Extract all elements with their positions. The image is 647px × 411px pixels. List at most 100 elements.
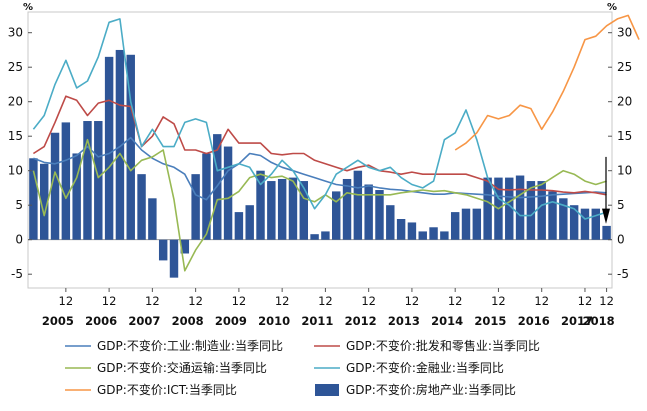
x-tick-label-month: 12 <box>275 294 290 308</box>
line-GDP:不变价:金融业:当季同比 <box>32 18 607 220</box>
x-tick-label-year: 2018 <box>583 314 615 328</box>
bar-realestate <box>591 208 600 240</box>
bar-realestate <box>29 158 38 240</box>
bar-realestate <box>450 212 460 240</box>
bar-realestate <box>61 122 71 240</box>
bar-realestate <box>602 225 611 240</box>
legend-entry: GDP:不变价:工业:制造业:当季同比 <box>97 338 283 353</box>
bar-realestate <box>569 205 579 240</box>
x-tick-label-year: 2013 <box>388 314 420 328</box>
bar-realestate <box>332 191 341 240</box>
y-tick-label-left: 5 <box>15 198 23 212</box>
bar-realestate <box>472 208 482 240</box>
x-tick-label-month: 12 <box>232 294 247 308</box>
bar-realestate <box>537 181 546 240</box>
x-tick-label-year: 2015 <box>474 314 506 328</box>
bar-realestate <box>115 49 125 240</box>
bar-realestate <box>548 191 557 240</box>
bar-realestate <box>440 231 449 240</box>
legend-entry: GDP:不变价:交通运输:当季同比 <box>97 360 267 375</box>
y-tick-label-left: 25 <box>8 60 23 74</box>
line-GDP:不变价:ICT:当季同比 <box>454 14 640 151</box>
y-tick-label-right: 25 <box>617 60 632 74</box>
bar-realestate <box>386 205 395 240</box>
axes: -5 -5 0 0 5 5 10 10 15 15 20 20 25 25 30 30% % 12 2005 12 20… <box>8 2 633 328</box>
x-tick-label-year: 2006 <box>85 314 117 328</box>
bar-realestate <box>580 208 590 240</box>
bar-realestate <box>559 198 568 240</box>
x-tick-label-month: 12 <box>599 294 614 308</box>
bar-realestate <box>234 212 244 240</box>
plot-frame <box>27 11 613 289</box>
x-tick-label-year: 2011 <box>301 314 333 328</box>
x-tick-label-month: 12 <box>578 294 593 308</box>
y-tick-label-right: 30 <box>617 26 632 40</box>
x-tick-label-month: 12 <box>448 294 463 308</box>
plot-border <box>27 11 613 289</box>
legend-swatch <box>315 384 339 396</box>
bar-realestate <box>202 153 211 240</box>
bar-realestate <box>364 184 373 240</box>
x-tick-label-year: 2008 <box>172 314 204 328</box>
bar-realestate <box>223 146 233 240</box>
x-tick-label-year: 2012 <box>345 314 377 328</box>
bar-realestate <box>137 174 146 240</box>
x-tick-label-year: 2010 <box>258 314 290 328</box>
y-unit-label-right: % <box>607 2 617 13</box>
bar-realestate <box>191 174 200 240</box>
x-tick-label-year: 2009 <box>215 314 247 328</box>
legend: GDP:不变价:工业:制造业:当季同比 GDP:不变价:批发和零售业:当季同比 GD… <box>65 338 540 397</box>
bar-realestate <box>83 121 92 240</box>
bar-realestate <box>375 190 384 240</box>
bar-realestate <box>126 54 135 240</box>
bar-realestate <box>72 153 81 240</box>
y-tick-label-right: 20 <box>617 95 632 109</box>
y-tick-label-left: -5 <box>11 267 23 281</box>
bar-realestate <box>148 198 157 240</box>
y-tick-label-right: -5 <box>617 267 629 281</box>
line-GDP:不变价:批发和零售业:当季同比 <box>32 95 607 196</box>
y-tick-label-right: 5 <box>617 198 625 212</box>
x-tick-label-year: 2016 <box>518 314 550 328</box>
line-GDP:不变价:工业:制造业:当季同比 <box>33 136 607 201</box>
y-tick-label-right: 15 <box>617 129 632 143</box>
line-series <box>32 14 640 272</box>
bar-realestate <box>461 208 471 240</box>
y-tick-label-left: 0 <box>15 233 23 247</box>
legend-entry: GDP:不变价:金融业:当季同比 <box>346 360 504 375</box>
bar-realestate <box>407 222 417 240</box>
x-tick-label-month: 12 <box>534 294 549 308</box>
y-tick-label-left: 30 <box>8 26 23 40</box>
x-tick-label-year: 2005 <box>42 314 74 328</box>
bar-realestate <box>169 239 179 278</box>
bar-realestate <box>526 181 536 240</box>
x-tick-label-month: 12 <box>145 294 160 308</box>
y-tick-label-right: 0 <box>617 233 625 247</box>
bar-realestate <box>256 170 265 240</box>
bar-realestate <box>310 234 319 240</box>
legend-entry: GDP:不变价:房地产业:当季同比 <box>346 382 516 397</box>
bar-realestate <box>483 177 492 240</box>
x-tick-label-month: 12 <box>188 294 203 308</box>
bar-realestate <box>94 121 103 240</box>
x-tick-label-month: 12 <box>491 294 506 308</box>
x-tick-label-year: 2017 <box>561 314 593 328</box>
bar-series <box>29 49 611 278</box>
bar-realestate <box>418 231 427 240</box>
y-tick-label-right: 10 <box>617 164 632 178</box>
x-tick-label-year: 2007 <box>128 314 160 328</box>
bar-realestate <box>396 219 406 240</box>
bar-realestate <box>321 231 330 240</box>
bar-realestate <box>245 205 254 240</box>
bar-realestate <box>40 163 49 240</box>
bar-realestate <box>180 239 190 254</box>
bar-realestate <box>353 170 363 240</box>
bar-realestate <box>299 181 308 240</box>
bar-realestate <box>50 132 60 240</box>
y-tick-label-left: 20 <box>8 95 23 109</box>
x-tick-label-month: 12 <box>59 294 74 308</box>
bar-realestate <box>515 175 525 240</box>
y-tick-label-left: 10 <box>8 164 23 178</box>
